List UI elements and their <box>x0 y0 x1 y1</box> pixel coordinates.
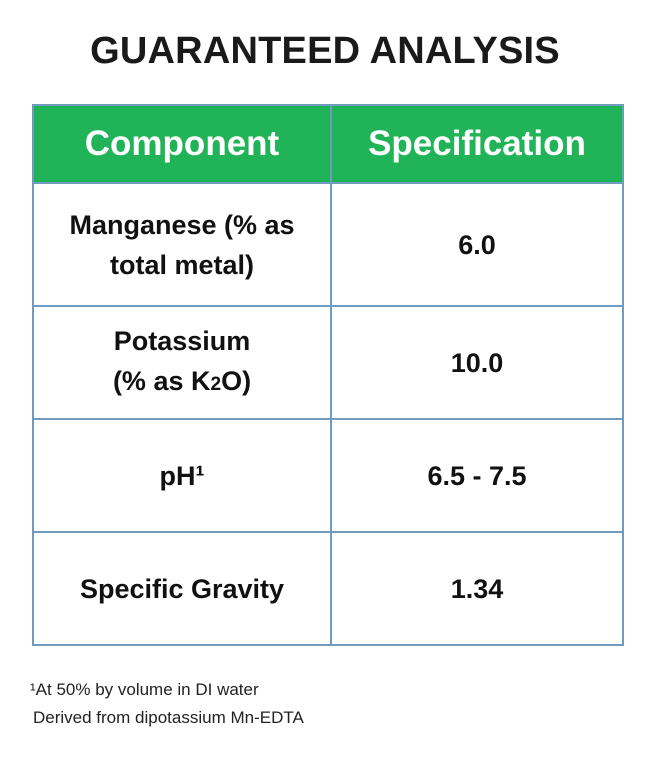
specification-potassium: 10.0 <box>330 305 624 420</box>
table-header-row: Component Specification <box>32 104 624 184</box>
component-cell: Potassium (% as K2O) <box>32 305 332 420</box>
specification-ph: 6.5 - 7.5 <box>330 418 624 533</box>
potassium-subscript: 2 <box>210 373 222 395</box>
table-row: Manganese (% as total metal) 6.0 <box>32 182 624 307</box>
component-manganese-line1: Manganese (% as <box>69 209 295 240</box>
component-ph: pH¹ <box>32 418 332 533</box>
specification-specific-gravity: 1.34 <box>330 531 624 646</box>
component-manganese-line2: total metal) <box>109 249 255 280</box>
header-specification: Specification <box>330 104 624 184</box>
table-row: pH¹ 6.5 - 7.5 <box>32 418 624 533</box>
component-potassium-line1: Potassium <box>113 325 251 356</box>
footnotes: ¹At 50% by volume in DI water Derived fr… <box>30 676 304 732</box>
guaranteed-analysis-table: Component Specification Manganese (% as … <box>32 104 624 646</box>
component-potassium-line2: (% as K2O) <box>44 361 320 405</box>
component-cell: Manganese (% as total metal) <box>32 182 332 307</box>
component-specific-gravity: Specific Gravity <box>32 531 332 646</box>
specification-manganese: 6.0 <box>330 182 624 307</box>
potassium-line2-pre: (% as K <box>112 365 211 396</box>
header-component: Component <box>32 104 332 184</box>
footnote-1: ¹At 50% by volume in DI water <box>30 680 259 699</box>
potassium-line2-post: O) <box>221 365 252 396</box>
page-title: GUARANTEED ANALYSIS <box>90 30 560 72</box>
table-row: Potassium (% as K2O) 10.0 <box>32 305 624 420</box>
footnote-2: Derived from dipotassium Mn-EDTA <box>33 708 304 727</box>
table-row: Specific Gravity 1.34 <box>32 531 624 646</box>
